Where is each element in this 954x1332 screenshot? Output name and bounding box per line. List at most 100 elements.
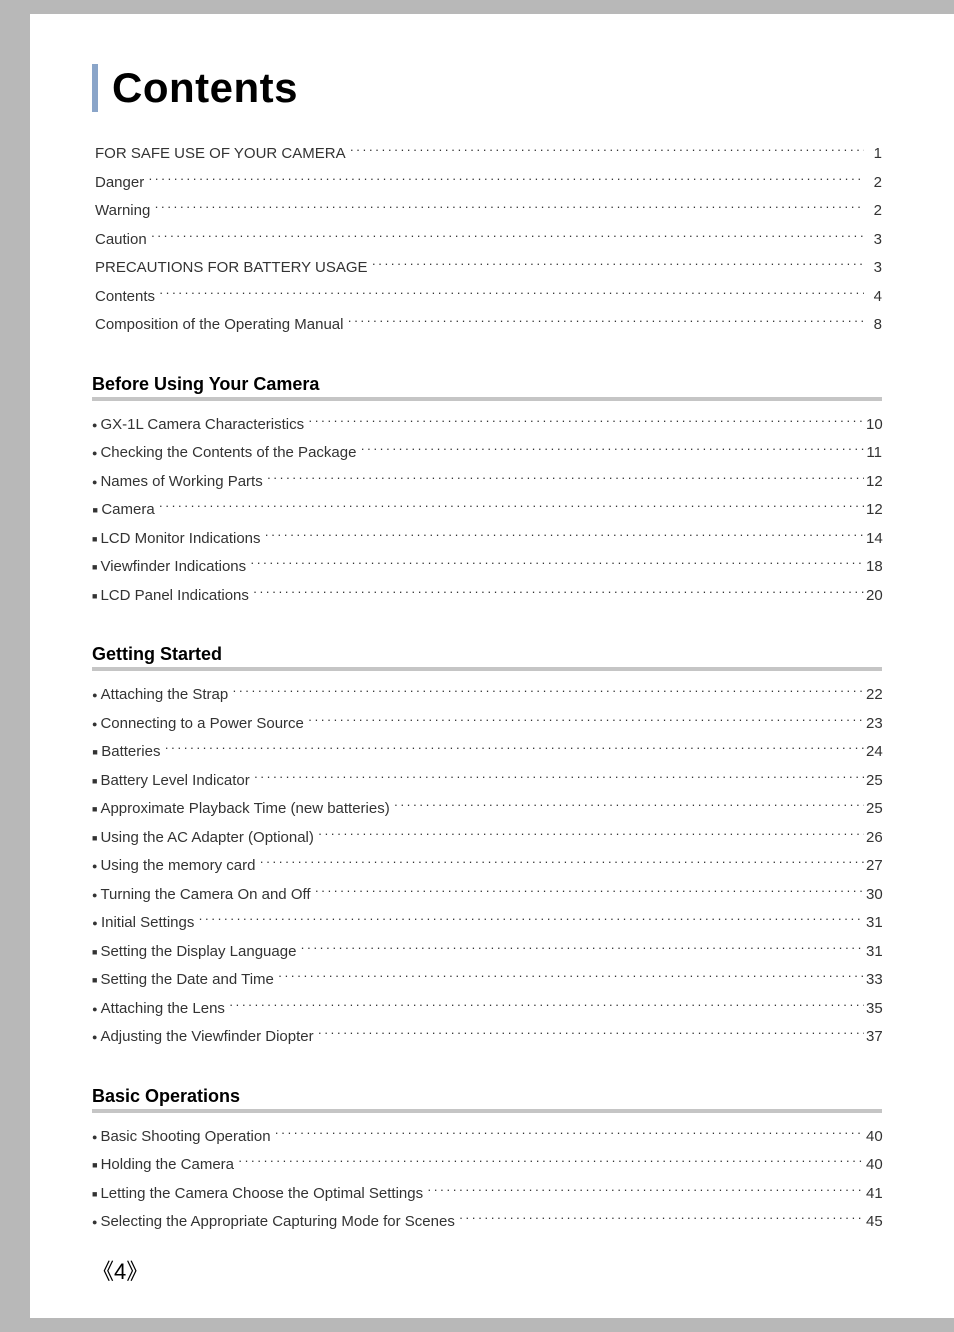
toc-item-label: Attaching the Strap — [98, 681, 233, 710]
circle-bullet-icon — [92, 911, 98, 934]
toc-item-page: 2 — [864, 197, 882, 226]
toc-leader-dots — [250, 551, 864, 576]
footer-page-number: 4 — [114, 1259, 126, 1284]
toc-item: Setting the Date and Time33 — [92, 966, 882, 995]
toc-leader-dots — [260, 850, 865, 875]
section-heading: Basic Operations — [92, 1086, 882, 1107]
circle-bullet-icon — [92, 413, 97, 436]
toc-item-page: 3 — [864, 226, 882, 255]
toc-item-page: 22 — [864, 681, 882, 710]
toc-item-page: 10 — [864, 411, 882, 440]
toc-leader-dots — [253, 580, 864, 605]
toc-item: Checking the Contents of the Package11 — [92, 439, 882, 468]
toc-item-page: 12 — [864, 496, 882, 525]
toc-item: Approximate Playback Time (new batteries… — [92, 795, 882, 824]
square-bullet-icon — [92, 826, 97, 849]
toc-item-page: 25 — [864, 795, 882, 824]
toc-item-label: Camera — [98, 496, 158, 525]
toc-leader-dots — [232, 679, 864, 704]
circle-bullet-icon — [92, 1210, 97, 1233]
toc-item-page: 14 — [864, 525, 882, 554]
toc-item: GX-1L Camera Characteristics 10 — [92, 411, 882, 440]
toc-item: Connecting to a Power Source23 — [92, 710, 882, 739]
toc-item-page: 4 — [864, 283, 882, 312]
square-bullet-icon — [92, 555, 97, 578]
toc-item-label: Warning — [92, 197, 154, 226]
section-rule — [92, 667, 882, 671]
toc-leader-dots — [427, 1178, 864, 1203]
toc-item: Batteries24 — [92, 738, 882, 767]
toc-item: Caution 3 — [92, 226, 882, 255]
sections-container: Before Using Your CameraGX-1L Camera Cha… — [92, 374, 882, 1237]
page: Contents FOR SAFE USE OF YOUR CAMERA1Dan… — [30, 14, 954, 1318]
toc-section-list: GX-1L Camera Characteristics 10Checking t… — [92, 411, 882, 611]
toc-item-label: Setting the Date and Time — [97, 966, 277, 995]
circle-bullet-icon — [92, 470, 97, 493]
toc-item-label: Using the AC Adapter (Optional) — [97, 824, 317, 853]
toc-item: Letting the Camera Choose the Optimal Se… — [92, 1180, 882, 1209]
toc-leader-dots — [265, 523, 864, 548]
toc-leader-dots — [267, 466, 864, 491]
toc-item-label: Turning the Camera On and Off — [97, 881, 314, 910]
toc-item-page: 31 — [864, 909, 882, 938]
toc-item: Danger2 — [92, 169, 882, 198]
section-rule — [92, 397, 882, 401]
square-bullet-icon — [92, 740, 98, 763]
toc-item-label: Using the memory card — [97, 852, 259, 881]
toc-item-page: 41 — [864, 1180, 882, 1209]
toc-item-label: Contents — [92, 283, 159, 312]
toc-item: Battery Level Indicator 25 — [92, 767, 882, 796]
toc-item-label: Viewfinder Indications — [97, 553, 250, 582]
toc-leader-dots — [459, 1206, 864, 1231]
toc-item-label: Batteries — [98, 738, 164, 767]
toc-leader-dots — [350, 138, 864, 163]
circle-bullet-icon — [92, 854, 97, 877]
section-rule — [92, 1109, 882, 1113]
toc-item-label: Danger — [92, 169, 148, 198]
toc-item-page: 25 — [864, 767, 882, 796]
toc-item-page: 27 — [864, 852, 882, 881]
toc-leader-dots — [229, 993, 864, 1018]
square-bullet-icon — [92, 940, 97, 963]
toc-item: Viewfinder Indications18 — [92, 553, 882, 582]
toc-item-label: Caution — [92, 226, 151, 255]
toc-leader-dots — [238, 1149, 864, 1174]
toc-item-page: 31 — [864, 938, 882, 967]
circle-bullet-icon — [92, 1025, 97, 1048]
toc-leader-dots — [159, 281, 864, 306]
toc-item: Basic Shooting Operation40 — [92, 1123, 882, 1152]
toc-item-label: Holding the Camera — [98, 1151, 238, 1180]
square-bullet-icon — [92, 769, 97, 792]
toc-item-page: 23 — [864, 710, 882, 739]
toc-item-page: 30 — [864, 881, 882, 910]
toc-front-matter: FOR SAFE USE OF YOUR CAMERA1Danger2Warni… — [92, 140, 882, 340]
toc-item: Contents 4 — [92, 283, 882, 312]
circle-bullet-icon — [92, 683, 98, 706]
toc-leader-dots — [318, 822, 864, 847]
toc-item: Using the AC Adapter (Optional)26 — [92, 824, 882, 853]
toc-item-page: 40 — [864, 1123, 882, 1152]
toc-item: Using the memory card 27 — [92, 852, 882, 881]
square-bullet-icon — [92, 797, 97, 820]
toc-item-label: Names of Working Parts — [97, 468, 266, 497]
toc-item: LCD Monitor Indications 14 — [92, 525, 882, 554]
toc-item: Setting the Display Language31 — [92, 938, 882, 967]
toc-item-page: 45 — [864, 1208, 882, 1237]
footer-left-angle: 《 — [92, 1259, 114, 1284]
circle-bullet-icon — [92, 1125, 97, 1148]
toc-item-label: Composition of the Operating Manual — [92, 311, 347, 340]
toc-leader-dots — [315, 879, 864, 904]
title-block: Contents — [92, 64, 882, 112]
toc-item: Names of Working Parts12 — [92, 468, 882, 497]
toc-item-label: Selecting the Appropriate Capturing Mode… — [97, 1208, 458, 1237]
toc-leader-dots — [148, 167, 864, 192]
toc-item-label: GX-1L Camera Characteristics — [97, 411, 308, 440]
toc-leader-dots — [159, 494, 864, 519]
toc-leader-dots — [318, 1021, 864, 1046]
toc-item-label: Attaching the Lens — [98, 995, 229, 1024]
toc-item: LCD Panel Indications20 — [92, 582, 882, 611]
toc-item: FOR SAFE USE OF YOUR CAMERA1 — [92, 140, 882, 169]
toc-item-label: Battery Level Indicator — [97, 767, 253, 796]
toc-item-label: LCD Monitor Indications — [97, 525, 264, 554]
circle-bullet-icon — [92, 997, 98, 1020]
